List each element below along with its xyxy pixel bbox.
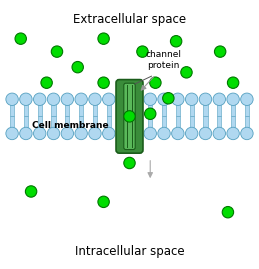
FancyBboxPatch shape xyxy=(245,116,249,133)
Circle shape xyxy=(89,93,101,105)
Circle shape xyxy=(33,127,46,140)
FancyBboxPatch shape xyxy=(10,116,14,133)
Text: Intracellular space: Intracellular space xyxy=(75,245,184,257)
FancyBboxPatch shape xyxy=(124,83,135,150)
FancyBboxPatch shape xyxy=(190,99,194,116)
Circle shape xyxy=(75,127,87,140)
Text: channel
protein: channel protein xyxy=(145,50,181,70)
Circle shape xyxy=(41,77,52,89)
FancyBboxPatch shape xyxy=(93,116,97,133)
Circle shape xyxy=(119,98,130,109)
FancyBboxPatch shape xyxy=(148,99,152,116)
FancyBboxPatch shape xyxy=(116,80,143,153)
Circle shape xyxy=(227,127,239,140)
Circle shape xyxy=(144,93,156,105)
Circle shape xyxy=(199,93,212,105)
Circle shape xyxy=(33,93,46,105)
Circle shape xyxy=(214,46,226,57)
Circle shape xyxy=(103,93,115,105)
Circle shape xyxy=(227,93,239,105)
Circle shape xyxy=(124,111,135,122)
Circle shape xyxy=(227,77,239,89)
Circle shape xyxy=(241,93,253,105)
FancyBboxPatch shape xyxy=(162,99,166,116)
Circle shape xyxy=(222,207,234,218)
FancyBboxPatch shape xyxy=(52,116,56,133)
FancyBboxPatch shape xyxy=(38,116,42,133)
Circle shape xyxy=(213,93,226,105)
Circle shape xyxy=(98,33,109,44)
FancyBboxPatch shape xyxy=(176,99,180,116)
Circle shape xyxy=(181,67,192,78)
Circle shape xyxy=(20,93,32,105)
Circle shape xyxy=(241,127,253,140)
FancyBboxPatch shape xyxy=(148,116,152,133)
FancyBboxPatch shape xyxy=(190,116,194,133)
FancyBboxPatch shape xyxy=(231,99,235,116)
Circle shape xyxy=(144,127,156,140)
Circle shape xyxy=(6,93,18,105)
Circle shape xyxy=(98,77,109,89)
Circle shape xyxy=(61,127,74,140)
FancyBboxPatch shape xyxy=(217,99,221,116)
Text: Cell membrane: Cell membrane xyxy=(32,121,108,130)
FancyBboxPatch shape xyxy=(107,116,111,133)
Circle shape xyxy=(20,127,32,140)
Text: Extracellular space: Extracellular space xyxy=(73,13,186,26)
Circle shape xyxy=(124,157,135,169)
FancyBboxPatch shape xyxy=(203,99,207,116)
Circle shape xyxy=(185,93,198,105)
Circle shape xyxy=(75,93,87,105)
FancyBboxPatch shape xyxy=(24,99,28,116)
FancyBboxPatch shape xyxy=(107,99,111,116)
FancyBboxPatch shape xyxy=(52,99,56,116)
Circle shape xyxy=(158,127,170,140)
Circle shape xyxy=(172,127,184,140)
Circle shape xyxy=(185,127,198,140)
Circle shape xyxy=(213,127,226,140)
Circle shape xyxy=(89,127,101,140)
FancyBboxPatch shape xyxy=(38,99,42,116)
Circle shape xyxy=(51,46,63,57)
FancyBboxPatch shape xyxy=(203,116,207,133)
Circle shape xyxy=(47,127,60,140)
FancyBboxPatch shape xyxy=(231,116,235,133)
Circle shape xyxy=(103,127,115,140)
FancyBboxPatch shape xyxy=(79,99,83,116)
Circle shape xyxy=(150,77,161,89)
Circle shape xyxy=(137,46,148,57)
FancyBboxPatch shape xyxy=(10,99,14,116)
Circle shape xyxy=(170,36,182,47)
Circle shape xyxy=(172,93,184,105)
Circle shape xyxy=(61,93,74,105)
Circle shape xyxy=(158,93,170,105)
FancyBboxPatch shape xyxy=(24,116,28,133)
Circle shape xyxy=(72,61,83,73)
Circle shape xyxy=(6,127,18,140)
FancyBboxPatch shape xyxy=(65,116,69,133)
Circle shape xyxy=(163,93,174,104)
FancyBboxPatch shape xyxy=(93,99,97,116)
Circle shape xyxy=(199,127,212,140)
FancyBboxPatch shape xyxy=(162,116,166,133)
FancyBboxPatch shape xyxy=(79,116,83,133)
Circle shape xyxy=(15,33,26,44)
Circle shape xyxy=(25,186,37,197)
FancyBboxPatch shape xyxy=(65,99,69,116)
Circle shape xyxy=(145,108,156,119)
Circle shape xyxy=(98,196,109,208)
Circle shape xyxy=(47,93,60,105)
FancyBboxPatch shape xyxy=(217,116,221,133)
FancyBboxPatch shape xyxy=(245,99,249,116)
FancyBboxPatch shape xyxy=(176,116,180,133)
